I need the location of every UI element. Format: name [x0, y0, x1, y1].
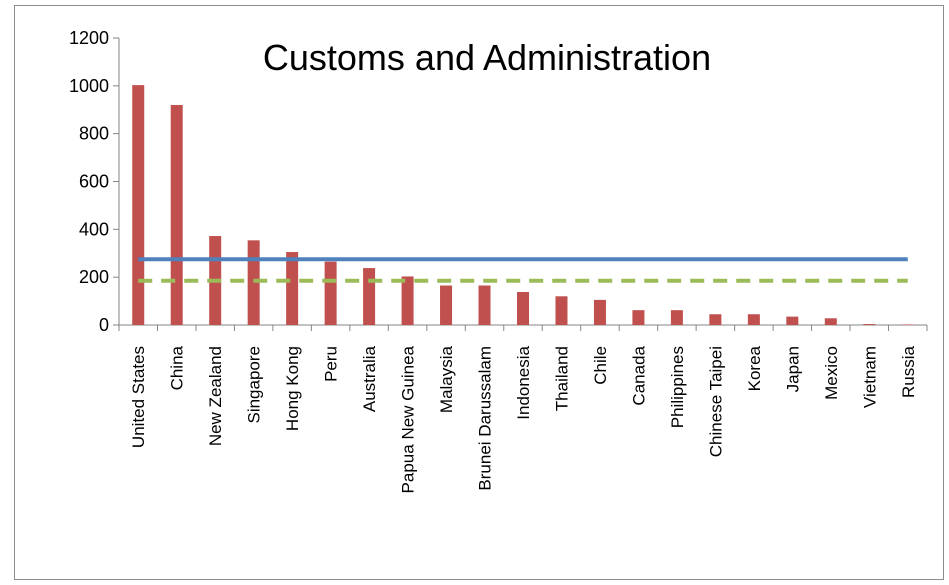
y-tick-label: 0 — [99, 315, 109, 335]
chart-title: Customs and Administration — [263, 37, 711, 78]
bar — [440, 285, 453, 325]
category-label: Russia — [899, 345, 918, 398]
bar — [824, 318, 837, 325]
bar — [286, 252, 299, 325]
bar — [324, 261, 337, 325]
bars — [132, 85, 914, 325]
category-label: China — [168, 345, 187, 390]
bar — [170, 104, 183, 325]
bar — [363, 268, 376, 325]
category-label: Chile — [591, 346, 610, 385]
category-label: Peru — [322, 346, 341, 382]
category-label: Hong Kong — [283, 346, 302, 431]
bar — [747, 314, 760, 325]
category-label: Papua New Guinea — [399, 345, 418, 493]
category-label: New Zealand — [206, 346, 225, 446]
y-tick-label: 200 — [79, 267, 109, 287]
category-label: Singapore — [245, 346, 264, 424]
bar — [670, 310, 683, 325]
category-label: Thailand — [552, 346, 571, 411]
bar — [555, 296, 568, 325]
bar — [632, 310, 645, 325]
category-labels: United States China New Zealand Singapore Ho… — [129, 345, 918, 493]
y-tick-label: 400 — [79, 219, 109, 239]
category-label: Chinese Taipei — [706, 346, 725, 457]
y-tick-label: 800 — [79, 124, 109, 144]
category-label: Indonesia — [514, 345, 533, 419]
category-label: Philippines — [668, 346, 687, 428]
series-lines — [138, 257, 908, 283]
y-tick-label: 1200 — [69, 28, 109, 48]
category-label: Vietnam — [860, 346, 879, 408]
category-label: Australia — [360, 345, 379, 412]
category-label: United States — [129, 346, 148, 448]
category-label: Korea — [745, 345, 764, 391]
bar — [709, 314, 722, 325]
bar — [517, 291, 529, 325]
category-label: Canada — [629, 345, 648, 405]
y-tick-label: 1000 — [69, 76, 109, 96]
y-tick-label: 600 — [79, 172, 109, 192]
bar — [401, 276, 414, 325]
bar — [863, 324, 876, 325]
bar — [132, 85, 145, 325]
category-label: Japan — [783, 346, 802, 392]
category-label: Mexico — [822, 346, 841, 400]
bar — [593, 299, 606, 325]
category-label: Malaysia — [437, 345, 456, 413]
bar — [478, 285, 491, 325]
bar — [786, 316, 799, 325]
category-label: Brunei Darussalam — [476, 346, 495, 491]
